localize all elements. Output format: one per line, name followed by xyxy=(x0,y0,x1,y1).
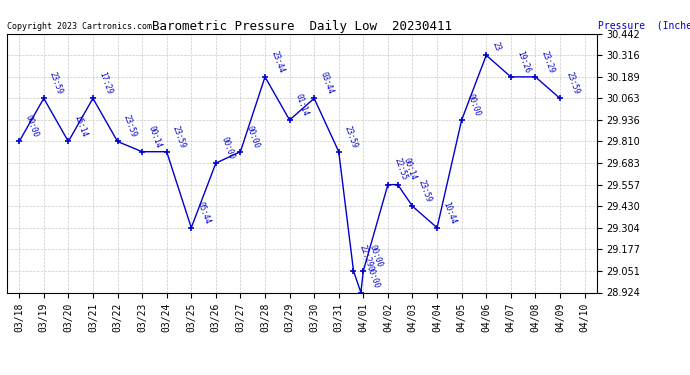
Text: 00:14: 00:14 xyxy=(402,157,418,182)
Text: 23: 23 xyxy=(491,40,502,53)
Text: 01:14: 01:14 xyxy=(294,92,310,117)
Text: Pressure  (Inches/Hg): Pressure (Inches/Hg) xyxy=(598,21,690,31)
Text: 17:29: 17:29 xyxy=(97,71,113,96)
Text: 03:44: 03:44 xyxy=(318,71,335,96)
Text: 00:00: 00:00 xyxy=(220,135,237,160)
Title: Barometric Pressure  Daily Low  20230411: Barometric Pressure Daily Low 20230411 xyxy=(152,20,452,33)
Text: 23:59: 23:59 xyxy=(171,124,187,149)
Text: 05:44: 05:44 xyxy=(195,200,212,225)
Text: 00:00: 00:00 xyxy=(365,265,382,290)
Text: 00:00: 00:00 xyxy=(23,114,40,139)
Text: 00:00: 00:00 xyxy=(244,124,261,149)
Text: 23:59: 23:59 xyxy=(48,71,64,96)
Text: 00:00: 00:00 xyxy=(466,92,482,117)
Text: 10:44: 10:44 xyxy=(441,200,457,225)
Text: Copyright 2023 Cartronics.com: Copyright 2023 Cartronics.com xyxy=(7,22,152,31)
Text: 23:59: 23:59 xyxy=(343,124,359,149)
Text: 19:26: 19:26 xyxy=(515,49,531,74)
Text: 23:29: 23:29 xyxy=(540,49,556,74)
Text: 00:14: 00:14 xyxy=(146,124,163,149)
Text: 23:59: 23:59 xyxy=(564,71,580,96)
Text: 22:29: 22:29 xyxy=(357,243,374,268)
Text: 23:59: 23:59 xyxy=(417,178,433,204)
Text: 22:55: 22:55 xyxy=(392,157,408,182)
Text: 23:44: 23:44 xyxy=(269,49,286,74)
Text: 23:59: 23:59 xyxy=(121,114,138,139)
Text: 15:14: 15:14 xyxy=(72,114,89,139)
Text: 00:00: 00:00 xyxy=(368,243,384,268)
